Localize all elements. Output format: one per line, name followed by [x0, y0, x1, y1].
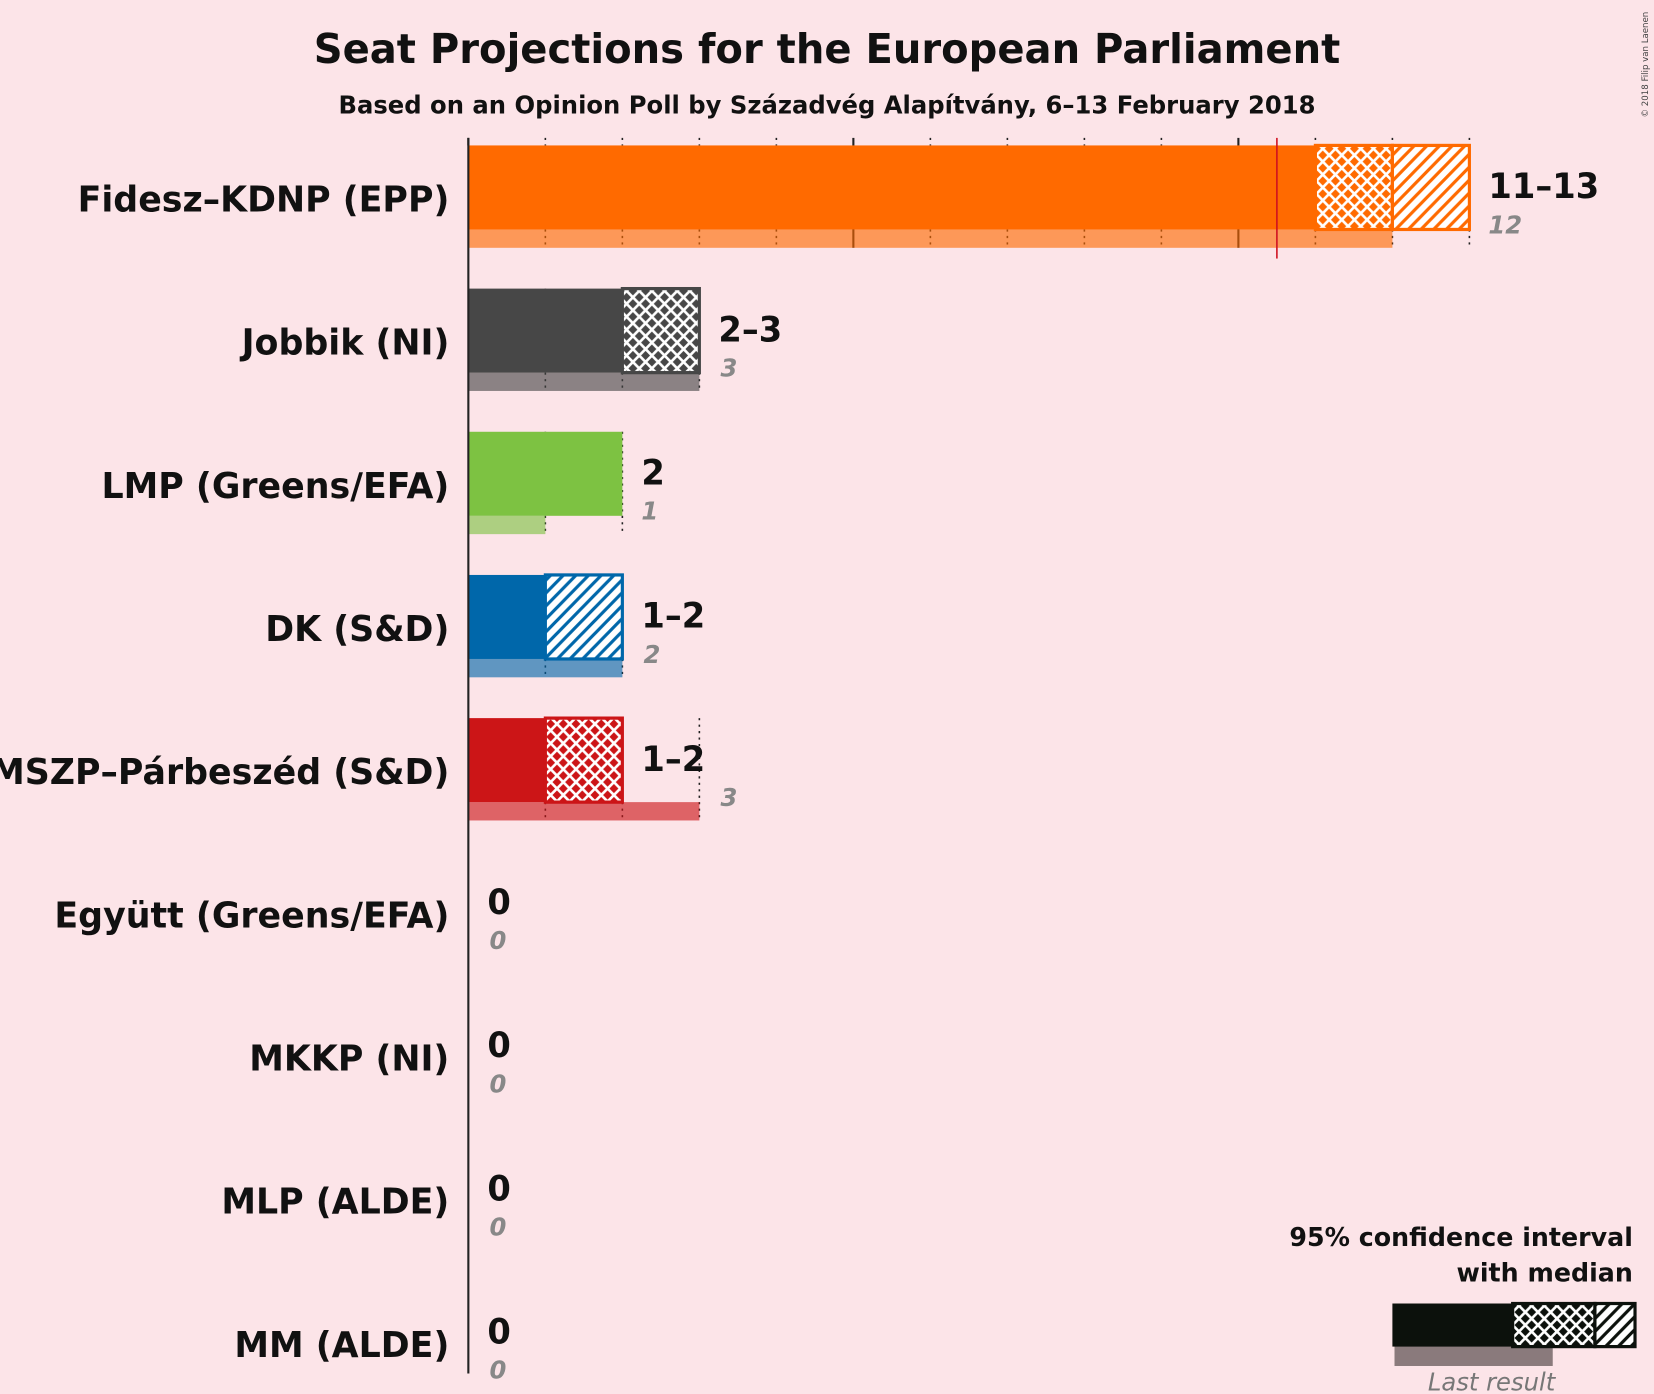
bar-solid [468, 431, 623, 516]
range-label: 2–3 [718, 310, 782, 350]
legend-last-label: Last result [1428, 1367, 1557, 1394]
party-label: Fidesz–KDNP (EPP) [78, 179, 450, 220]
range-label: 1–2 [641, 596, 705, 636]
bar-to-median [1313, 143, 1394, 232]
bar-to-high [1390, 143, 1471, 232]
range-label: 11–13 [1488, 167, 1599, 207]
last-result-bar [468, 515, 546, 535]
last-result-label: 1 [641, 496, 658, 525]
last-result-bar [468, 229, 1393, 248]
bar-to-median [543, 716, 624, 804]
legend-title: with median [1456, 1258, 1632, 1288]
bar-solid [468, 145, 1316, 230]
party-label: MM (ALDE) [234, 1325, 449, 1366]
range-label: 1–2 [641, 739, 705, 779]
bar-solid [468, 574, 546, 659]
range-label: 0 [487, 883, 510, 923]
legend-swatch [1511, 1301, 1597, 1349]
last-result-bar [468, 658, 623, 678]
last-result-bar [468, 372, 700, 391]
party-label: Együtt (Greens/EFA) [54, 895, 449, 936]
bar-to-median [620, 286, 701, 375]
last-result-label: 0 [489, 926, 506, 955]
bar-to-high [543, 573, 624, 661]
last-result-bar [468, 372, 700, 391]
last-result-label: 3 [720, 783, 737, 812]
legend-swatch [1392, 1303, 1513, 1347]
party-label: MSZP–Párbeszéd (S&D) [0, 752, 449, 793]
last-result-label: 3 [720, 353, 737, 382]
last-result-bar [468, 802, 700, 821]
copyright: © 2018 Filip van Laenen [1641, 12, 1651, 118]
range-label: 0 [487, 1312, 510, 1352]
party-label: MKKP (NI) [249, 1038, 449, 1079]
last-result-bar [468, 515, 546, 535]
bar-solid [468, 288, 623, 373]
party-label: Jobbik (NI) [240, 322, 450, 363]
legend-title: 95% confidence interval [1289, 1223, 1633, 1253]
last-result-label: 12 [1488, 210, 1522, 239]
chart-title: Seat Projections for the European Parlia… [314, 24, 1341, 73]
range-label: 0 [487, 1169, 510, 1209]
range-label: 0 [487, 1026, 510, 1066]
chart-subtitle: Based on an Opinion Poll by Századvég Al… [339, 90, 1316, 119]
legend-last-swatch [1394, 1344, 1553, 1366]
last-result-label: 0 [489, 1355, 506, 1384]
party-label: LMP (Greens/EFA) [102, 466, 450, 507]
party-label: MLP (ALDE) [221, 1181, 449, 1222]
last-result-bar [468, 229, 1393, 248]
last-result-label: 0 [489, 1069, 506, 1098]
range-label: 2 [641, 453, 664, 493]
last-result-label: 2 [643, 640, 660, 669]
last-result-bar [468, 658, 623, 678]
legend-swatch [1593, 1301, 1637, 1349]
bar-solid [468, 718, 546, 803]
last-result-label: 0 [489, 1212, 506, 1241]
party-label: DK (S&D) [265, 609, 449, 650]
last-result-bar [468, 802, 700, 821]
